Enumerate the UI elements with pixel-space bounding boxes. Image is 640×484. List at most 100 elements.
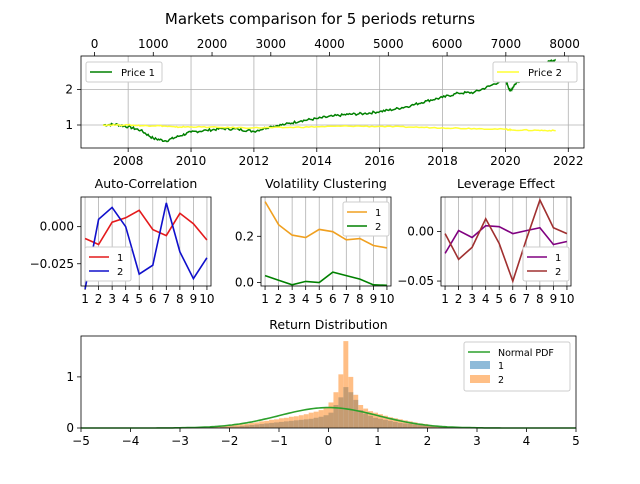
x-tick-label: 1: [261, 292, 269, 306]
y-tick-label: 0.0: [235, 276, 254, 290]
x-tick-label: 5: [495, 292, 503, 306]
x-tick-label: 10: [559, 292, 574, 306]
figure-title: Markets comparison for 5 periods returns: [165, 10, 475, 28]
histogram-bar: [234, 424, 240, 428]
x-tick-label: 1: [441, 292, 449, 306]
series-line-2: [84, 202, 208, 290]
y-tick-label: 1: [65, 118, 73, 132]
x-tick-label: 5: [572, 434, 580, 448]
legend-label: 1: [375, 208, 381, 219]
x-top-tick-label: 0: [91, 37, 99, 51]
x-tick-label: 9: [190, 292, 198, 306]
histogram-bar: [274, 419, 279, 428]
histogram-bar: [244, 423, 250, 428]
legend-box: [463, 341, 571, 392]
histogram-bar: [382, 415, 388, 428]
x-tick-label: −1: [270, 434, 288, 448]
histogram-bar: [407, 421, 413, 428]
legend-box: [85, 61, 163, 83]
x-tick-label: 9: [550, 292, 558, 306]
x-top-tick-label: 1000: [138, 37, 169, 51]
legend-label: Price 2: [528, 68, 562, 79]
legend-swatch: [470, 375, 490, 383]
x-tick-label: 4: [482, 292, 490, 306]
histogram-bar: [313, 411, 319, 428]
histogram-bar: [338, 374, 344, 428]
legend-label: 2: [117, 267, 123, 278]
autocorr-frame: [80, 196, 212, 287]
histogram-bar: [259, 421, 265, 428]
histogram-bar: [229, 425, 235, 428]
histogram-bar: [224, 425, 230, 428]
x-tick-label: 3: [288, 292, 296, 306]
autocorr-legend: 12: [84, 246, 132, 282]
x-tick-label: 4: [523, 434, 531, 448]
histogram-bar: [269, 419, 275, 428]
histogram-bar: [288, 416, 294, 428]
histogram-bar: [323, 407, 329, 428]
x-tick-label: 2016: [364, 154, 395, 168]
x-tick-label: 7: [162, 292, 170, 306]
histogram-bar: [264, 420, 270, 428]
histogram-bar: [303, 414, 309, 428]
prices-grid: [81, 56, 584, 148]
y-tick-label: −0.025: [30, 257, 74, 271]
x-tick-label: 9: [370, 292, 378, 306]
legend-label: 2: [555, 267, 561, 278]
y-tick-label: 0.2: [235, 229, 254, 243]
series-line-1: [264, 201, 388, 249]
x-top-tick-label: 4000: [314, 37, 345, 51]
y-tick-label: 1: [66, 370, 74, 384]
histogram-bar: [283, 417, 289, 428]
x-tick-label: 1: [374, 434, 382, 448]
x-tick-label: 4: [122, 292, 130, 306]
y-tick-label: 0: [66, 421, 74, 435]
histogram-bar: [308, 412, 314, 428]
histogram-bar: [343, 341, 349, 428]
x-tick-label: 2012: [239, 154, 270, 168]
legend-box: [522, 246, 570, 282]
histogram-bar: [422, 423, 428, 428]
x-top-tick-label: 7000: [491, 37, 522, 51]
x-top-tick-label: 8000: [549, 37, 580, 51]
leverage-legend: 12: [522, 246, 570, 282]
histogram-bar: [412, 422, 418, 428]
series-line-1: [84, 209, 208, 246]
histogram-bar: [219, 426, 225, 428]
legend-box: [342, 201, 390, 237]
x-tick-label: 7: [522, 292, 530, 306]
x-tick-label: 1: [81, 292, 89, 306]
returns-panel: Return Distribution−5 −4 −3 −2 −1 0 1 2 3 4 501Nor…: [66, 317, 579, 448]
histogram-bar: [298, 415, 304, 428]
histogram-bar: [368, 411, 374, 428]
series-line-1: [444, 224, 568, 254]
histogram-bar: [427, 424, 433, 428]
x-tick-label: 8: [536, 292, 544, 306]
histogram-bar: [254, 422, 260, 428]
x-tick-label: −3: [171, 434, 189, 448]
x-tick-label: 2: [424, 434, 432, 448]
legend-label: 2: [375, 222, 381, 233]
x-tick-label: 10: [379, 292, 394, 306]
x-tick-label: 2022: [553, 154, 584, 168]
histogram-bar: [397, 419, 403, 428]
legend-swatch: [470, 361, 490, 369]
x-tick-label: 2018: [427, 154, 458, 168]
x-tick-label: 2008: [113, 154, 144, 168]
histogram-bar: [353, 394, 359, 428]
x-top-tick-label: 2000: [197, 37, 228, 51]
x-tick-label: 4: [302, 292, 310, 306]
series-line-price-1: [103, 58, 556, 143]
x-top-tick-label: 3000: [256, 37, 287, 51]
x-tick-label: 2010: [176, 154, 207, 168]
legend-box: [492, 61, 578, 83]
histogram-bar: [249, 422, 255, 428]
x-top-tick-label: 6000: [432, 37, 463, 51]
x-tick-label: 6: [329, 292, 337, 306]
x-top-tick-label: 5000: [373, 37, 404, 51]
histogram-2: [209, 341, 453, 428]
